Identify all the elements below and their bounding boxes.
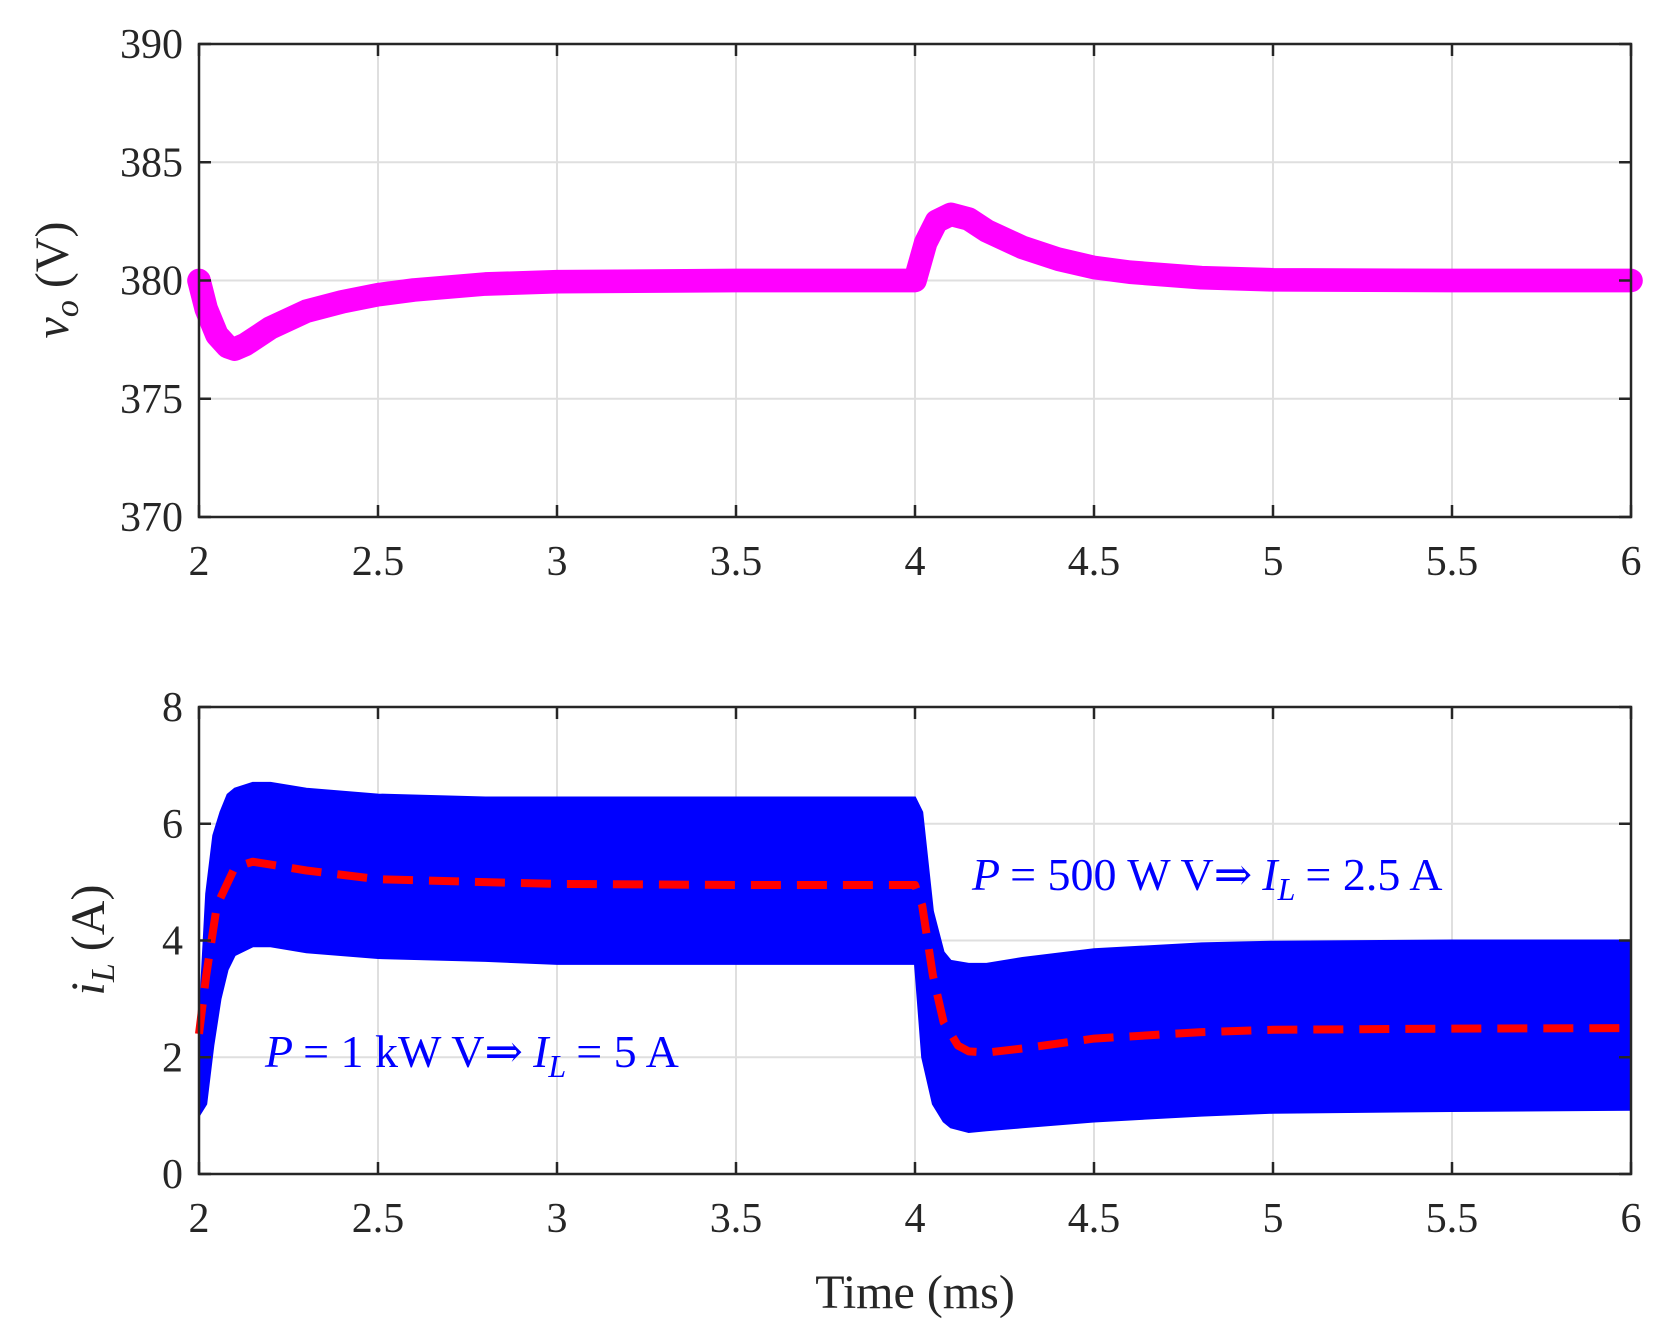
x-tick-label: 3.5	[710, 539, 763, 585]
voltage-plot-ylabel: vo (V)	[26, 222, 86, 339]
y-tick-label: 380	[120, 259, 183, 305]
ylabel-sub: L	[85, 963, 122, 983]
y-tick-label: 370	[120, 495, 183, 541]
annotation-i-var: I	[1261, 849, 1280, 900]
y-tick-label: 375	[120, 377, 183, 423]
x-tick-label: 3	[547, 1196, 568, 1242]
x-tick-label: 5	[1263, 539, 1284, 585]
y-tick-label: 6	[162, 802, 183, 848]
x-tick-label: 4.5	[1068, 1196, 1121, 1242]
current-average-line	[195, 857, 1632, 1057]
x-tick-label: 3.5	[710, 1196, 763, 1242]
x-tick-label: 6	[1621, 1196, 1642, 1242]
ylabel-unit: (V)	[26, 222, 79, 289]
voltage-plot-series	[187, 202, 1643, 361]
annotation-i-var: I	[532, 1026, 551, 1077]
x-tick-label: 5	[1263, 1196, 1284, 1242]
annotation-eq2: = 5 A	[576, 1026, 679, 1077]
x-tick-label: 5.5	[1426, 1196, 1479, 1242]
annotation-p-var: P	[971, 849, 1000, 900]
voltage-plot-ticks: 2 2.5 3 3.5 4 4.5 5 5.5 6 370 375 380 385 390	[120, 22, 1642, 585]
voltage-plot: 2 2.5 3 3.5 4 4.5 5 5.5 6 370 375 380 385 390 vo (V)	[26, 22, 1643, 585]
x-tick-label: 2.5	[352, 1196, 405, 1242]
y-tick-label: 8	[162, 685, 183, 731]
annotation-p-var: P	[264, 1026, 293, 1077]
annotation-high-power: P = 1 kW V⇒ IL = 5 A	[264, 1026, 679, 1084]
svg-text:iL(A): iL (A)	[62, 885, 122, 996]
annotation-i-sub: L	[547, 1048, 566, 1084]
annotation-low-power: P = 500 W V⇒ IL = 2.5 A	[971, 849, 1443, 907]
x-tick-label: 3	[547, 539, 568, 585]
x-tick-label: 4.5	[1068, 539, 1121, 585]
annotation-eq1: = 500 W V⇒	[1010, 849, 1252, 900]
svg-text:vo(V): vo (V)	[26, 222, 86, 339]
annotation-i-sub: L	[1277, 871, 1296, 907]
voltage-series-line	[187, 202, 1643, 361]
y-tick-label: 385	[120, 140, 183, 186]
x-tick-label: 4	[905, 1196, 926, 1242]
annotation-eq1: = 1 kW V⇒	[303, 1026, 523, 1077]
x-tick-label: 4	[905, 539, 926, 585]
x-tick-label: 5.5	[1426, 539, 1479, 585]
ylabel-var: v	[26, 316, 79, 338]
y-tick-label: 4	[162, 919, 183, 965]
x-tick-label: 2.5	[352, 539, 405, 585]
x-tick-label: 2	[189, 1196, 210, 1242]
x-tick-label: 6	[1621, 539, 1642, 585]
annotation-eq2: = 2.5 A	[1305, 849, 1442, 900]
ylabel-unit: (A)	[62, 885, 115, 952]
y-tick-label: 390	[120, 22, 183, 68]
current-plot-xlabel: Time (ms)	[815, 1266, 1015, 1319]
current-plot-ylabel: iL (A)	[62, 885, 122, 996]
y-tick-label: 2	[162, 1035, 183, 1081]
ylabel-var: i	[62, 982, 115, 995]
x-tick-label: 2	[189, 539, 210, 585]
y-tick-label: 0	[162, 1152, 183, 1198]
ylabel-sub: o	[49, 300, 86, 317]
